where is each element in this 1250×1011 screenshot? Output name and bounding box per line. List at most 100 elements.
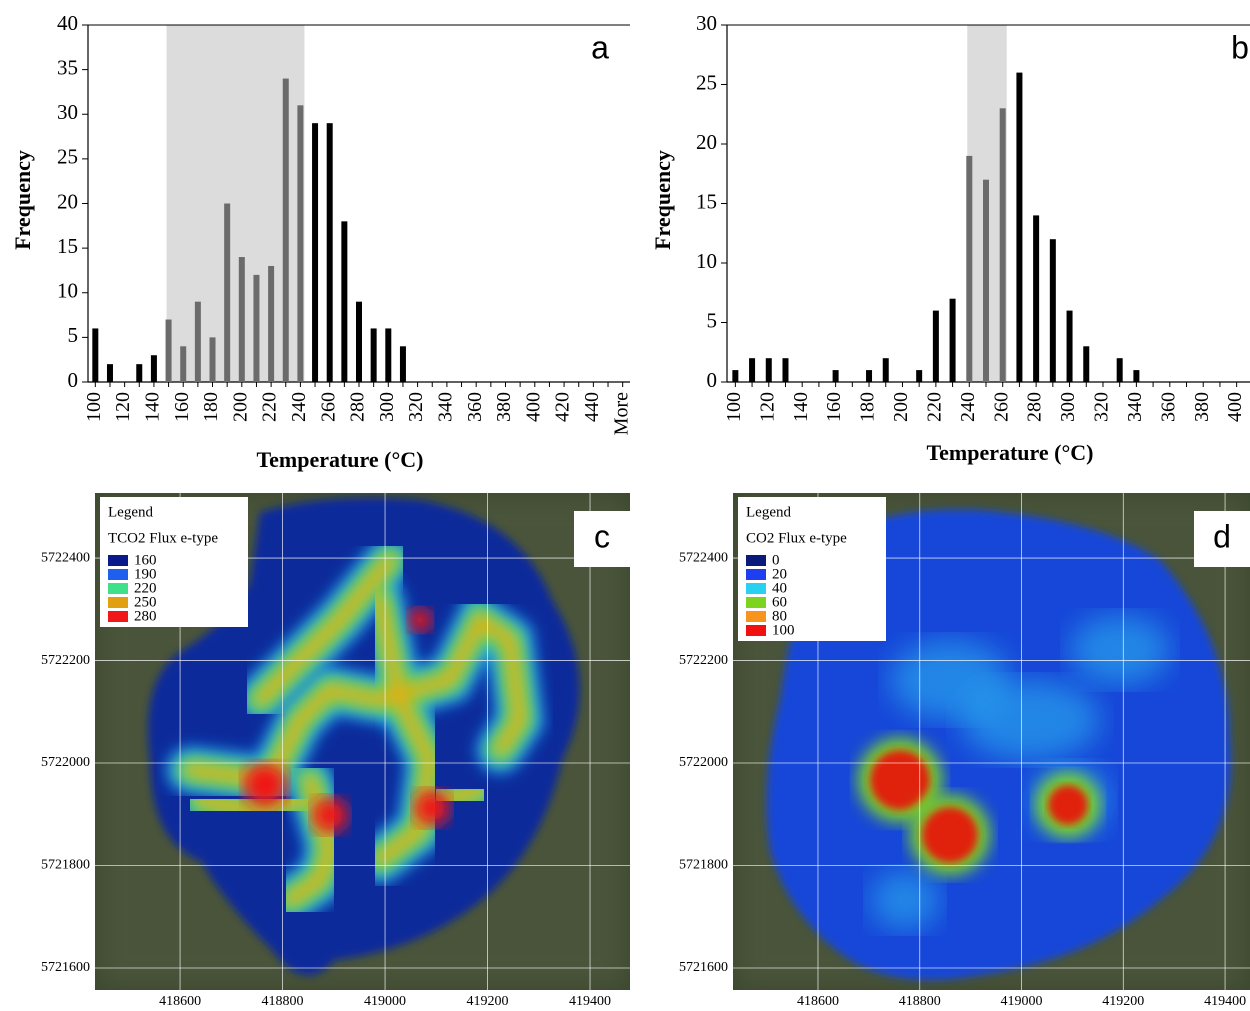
x-tick-label: 180 bbox=[200, 392, 222, 422]
y-tick-label: 5722000 bbox=[679, 755, 728, 770]
x-tick-label: 220 bbox=[259, 392, 281, 422]
flux-hotspot bbox=[414, 790, 450, 826]
bar bbox=[356, 301, 362, 382]
bar bbox=[1066, 310, 1073, 382]
flux-patch bbox=[960, 680, 1100, 760]
y-tick-label: 5722400 bbox=[41, 550, 90, 565]
flux-ridge bbox=[192, 792, 308, 819]
y-tick-label: 25 bbox=[696, 70, 717, 94]
legend-swatch bbox=[746, 611, 766, 622]
bar bbox=[312, 123, 319, 383]
flux-hotspot bbox=[1048, 785, 1088, 825]
flux-hotspot bbox=[312, 797, 348, 833]
bar bbox=[136, 364, 143, 382]
legend-title: Legend bbox=[108, 504, 153, 520]
y-tick-label: 20 bbox=[696, 130, 717, 154]
x-tick-label: 120 bbox=[112, 392, 134, 422]
legend-subtitle: TCO2 Flux e-type bbox=[108, 530, 218, 546]
bar bbox=[399, 346, 406, 382]
x-tick-label: 140 bbox=[790, 392, 812, 422]
y-tick-label: 25 bbox=[57, 145, 78, 169]
y-tick-label: 5721600 bbox=[679, 960, 728, 975]
x-tick-label: 380 bbox=[1191, 392, 1213, 422]
x-tick-label: 419000 bbox=[1001, 994, 1043, 1009]
flux-patch bbox=[870, 870, 940, 930]
x-tick-label: 120 bbox=[756, 392, 778, 422]
x-tick-label: 280 bbox=[347, 392, 369, 422]
bar bbox=[882, 358, 889, 382]
x-tick-label: 418800 bbox=[262, 994, 304, 1009]
bar bbox=[385, 328, 392, 382]
y-tick-label: 15 bbox=[696, 189, 717, 213]
x-tick-label: 420 bbox=[552, 392, 574, 422]
x-tick-label: 419000 bbox=[364, 994, 406, 1009]
bar bbox=[106, 364, 113, 382]
bar bbox=[749, 358, 756, 382]
bar bbox=[238, 257, 245, 382]
legend-swatch bbox=[746, 625, 766, 636]
x-tick-label: 419200 bbox=[1102, 994, 1144, 1009]
legend-swatch bbox=[108, 583, 128, 594]
bar bbox=[150, 355, 157, 382]
x-tick-label: 418600 bbox=[159, 994, 201, 1009]
legend-label: 160 bbox=[134, 552, 157, 568]
bar bbox=[949, 298, 956, 382]
bar bbox=[1116, 358, 1123, 382]
bar bbox=[224, 203, 231, 382]
bar bbox=[194, 301, 201, 382]
panel-label: a bbox=[591, 29, 609, 65]
bar bbox=[297, 105, 304, 382]
y-axis-title: Frequency bbox=[650, 150, 675, 250]
bar bbox=[268, 265, 275, 382]
bar bbox=[341, 221, 348, 382]
bar bbox=[209, 337, 216, 382]
x-axis-title: Temperature (°C) bbox=[926, 440, 1093, 465]
y-tick-label: 5 bbox=[68, 323, 79, 347]
y-tick-label: 30 bbox=[696, 11, 717, 35]
y-tick-label: 5721800 bbox=[679, 858, 728, 873]
bar bbox=[180, 346, 187, 382]
bar bbox=[165, 319, 172, 382]
bar bbox=[326, 123, 333, 383]
y-tick-label: 10 bbox=[57, 279, 78, 303]
y-tick-label: 35 bbox=[57, 55, 78, 79]
x-tick-label: 400 bbox=[522, 392, 544, 422]
y-tick-label: 5722000 bbox=[41, 755, 90, 770]
y-tick-label: 30 bbox=[57, 100, 78, 124]
x-tick-label: 419400 bbox=[1204, 994, 1246, 1009]
x-tick-label: 419200 bbox=[467, 994, 509, 1009]
y-tick-label: 15 bbox=[57, 234, 78, 258]
legend-swatch bbox=[108, 569, 128, 580]
bar bbox=[983, 179, 989, 382]
bar bbox=[916, 370, 923, 382]
legend-label: 250 bbox=[134, 594, 157, 610]
bar bbox=[999, 108, 1006, 383]
x-tick-label: 440 bbox=[581, 392, 603, 422]
x-tick-label: 220 bbox=[923, 392, 945, 422]
panel-label: b bbox=[1231, 29, 1249, 65]
y-tick-label: 5722200 bbox=[41, 653, 90, 668]
x-tick-label: 160 bbox=[823, 392, 845, 422]
bar bbox=[966, 155, 973, 382]
legend-label: 280 bbox=[134, 608, 157, 624]
x-tick-label: 160 bbox=[171, 392, 193, 422]
legend-label: 190 bbox=[134, 566, 157, 582]
x-tick-label: 240 bbox=[957, 392, 979, 422]
legend-label: 60 bbox=[772, 594, 787, 610]
x-tick-label: 200 bbox=[229, 392, 251, 422]
legend-swatch bbox=[746, 555, 766, 566]
legend-swatch bbox=[746, 583, 766, 594]
bar bbox=[1133, 370, 1140, 382]
legend-swatch bbox=[108, 611, 128, 622]
x-tick-label: 200 bbox=[890, 392, 912, 422]
bar bbox=[765, 358, 772, 382]
legend-label: 40 bbox=[772, 580, 787, 596]
panel-label-box bbox=[574, 511, 630, 567]
y-tick-label: 5722200 bbox=[679, 653, 728, 668]
x-tick-label: 320 bbox=[1091, 392, 1113, 422]
x-tick-label: 340 bbox=[1124, 392, 1146, 422]
bar bbox=[782, 358, 789, 382]
y-tick-label: 40 bbox=[57, 11, 78, 35]
flux-hotspot bbox=[922, 807, 978, 863]
bar bbox=[1083, 346, 1090, 382]
